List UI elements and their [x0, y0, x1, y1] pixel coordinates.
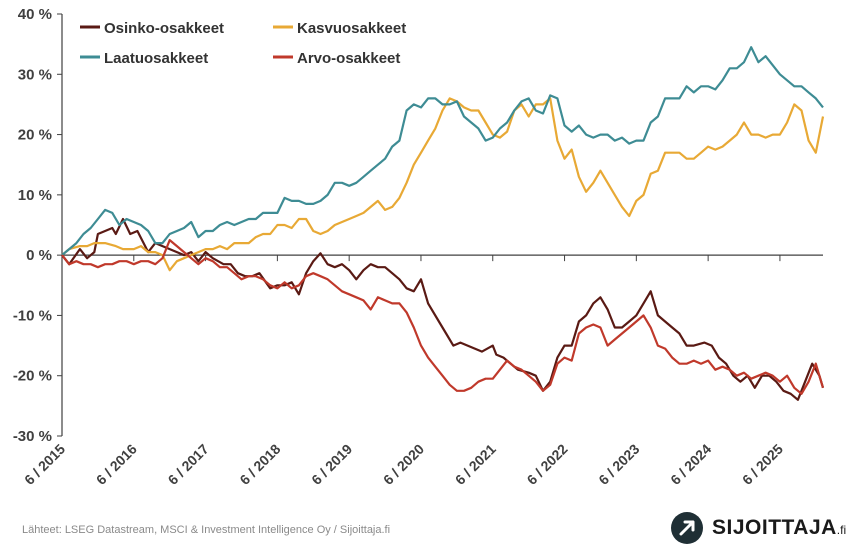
legend-label: Laatuosakkeet [104, 50, 208, 67]
x-tick-label: 6 / 2025 [739, 441, 786, 488]
x-tick-label: 6 / 2020 [380, 441, 427, 488]
x-tick-label: 6 / 2016 [93, 441, 140, 488]
x-tick-label: 6 / 2022 [524, 441, 571, 488]
y-tick-label: -30 % [13, 428, 52, 445]
y-tick-label: -20 % [13, 368, 52, 385]
y-tick-label: -10 % [13, 307, 52, 324]
brand-tld: .fi [836, 523, 847, 537]
legend: Osinko-osakkeet Kasvuosakkeet Laatuosakkee… [80, 20, 406, 67]
brand-name: SIJOITTAJA [712, 516, 837, 539]
y-tick-label: 40 % [18, 6, 52, 23]
series-line-arvo-osakkeet [61, 239, 825, 395]
x-tick-label: 6 / 2017 [165, 441, 212, 488]
arrow-circle-icon [671, 512, 703, 544]
legend-label: Kasvuosakkeet [297, 20, 406, 37]
x-tick-label: 6 / 2024 [667, 441, 714, 488]
series-line-laatuosakkeet [61, 46, 824, 256]
x-axis-ticks: 6 / 2015 6 / 2016 6 / 2017 6 / 2018 6 / 2019… [21, 255, 786, 488]
source-note: Lähteet: LSEG Datastream, MSCI & Investm… [22, 524, 391, 536]
series-lines [61, 46, 825, 401]
x-tick-label: 6 / 2021 [452, 441, 499, 488]
y-tick-label: 30 % [18, 66, 52, 83]
x-tick-label: 6 / 2018 [236, 441, 283, 488]
x-tick-label: 6 / 2019 [308, 441, 355, 488]
legend-label: Osinko-osakkeet [104, 20, 224, 37]
series-line-kasvuosakkeet [61, 97, 825, 272]
x-tick-label: 6 / 2015 [21, 441, 68, 488]
y-tick-label: 20 % [18, 127, 52, 144]
x-tick-label: 6 / 2023 [595, 441, 642, 488]
legend-label: Arvo-osakkeet [297, 50, 400, 67]
y-axis-ticks: 40 % 30 % 20 % 10 % 0 % -10 % -20 % -30 % [13, 6, 823, 445]
y-tick-label: 10 % [18, 187, 52, 204]
y-tick-label: 0 % [26, 247, 52, 264]
brand-logo[interactable]: SIJOITTAJA .fi [670, 511, 846, 545]
